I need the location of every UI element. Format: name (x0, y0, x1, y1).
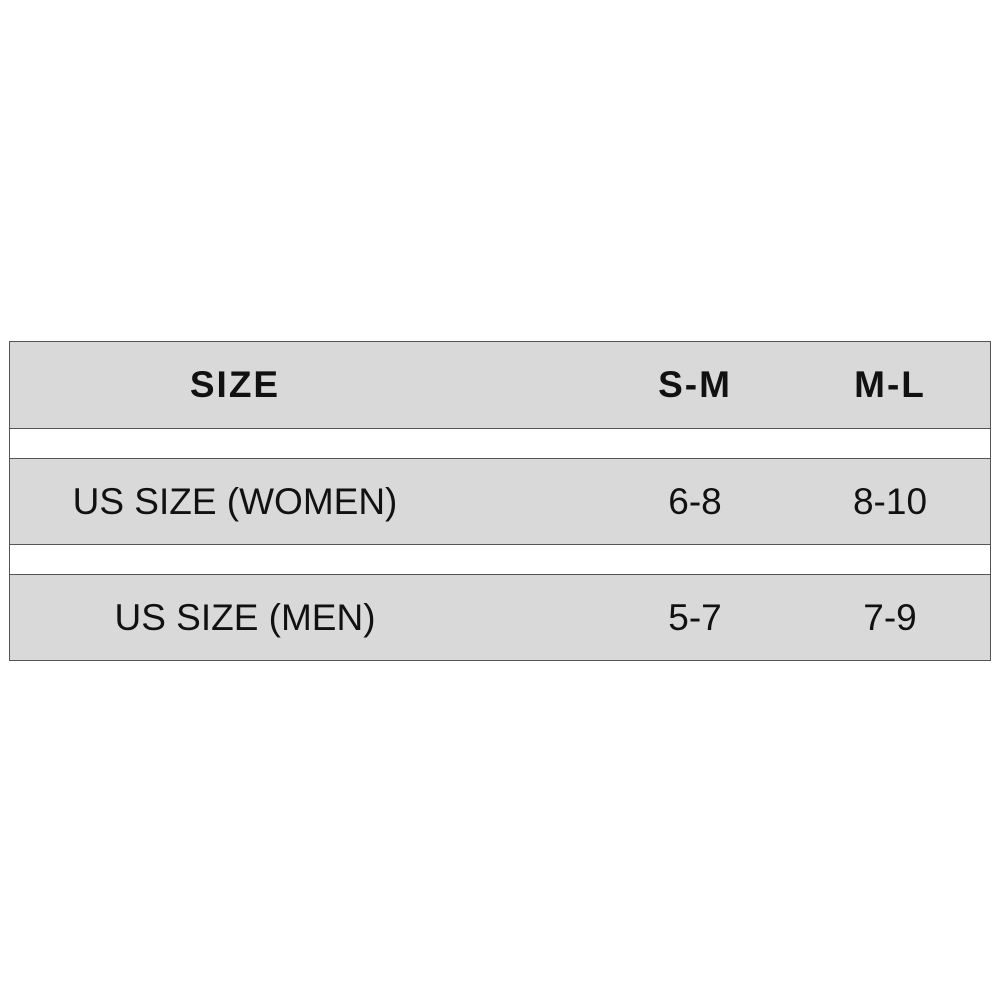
row-value-m-l: 7-9 (863, 596, 917, 638)
table-row-women: US SIZE (WOMEN) 6-8 8-10 (10, 458, 990, 545)
header-row: SIZE S-M M-L (10, 341, 990, 429)
row-value-s-m: 6-8 (668, 480, 722, 522)
row-value-s-m: 5-7 (668, 596, 722, 638)
header-s-m: S-M (658, 364, 732, 405)
header-size: SIZE (189, 364, 281, 405)
row-value-m-l: 8-10 (852, 480, 928, 522)
row-label: US SIZE (WOMEN) (72, 480, 398, 522)
row-label: US SIZE (MEN) (114, 596, 376, 638)
header-m-l: M-L (854, 364, 926, 405)
size-chart-table: SIZE S-M M-L US SIZE (WOMEN) 6-8 8-10 US… (9, 341, 991, 661)
table-row-men: US SIZE (MEN) 5-7 7-9 (10, 574, 990, 661)
